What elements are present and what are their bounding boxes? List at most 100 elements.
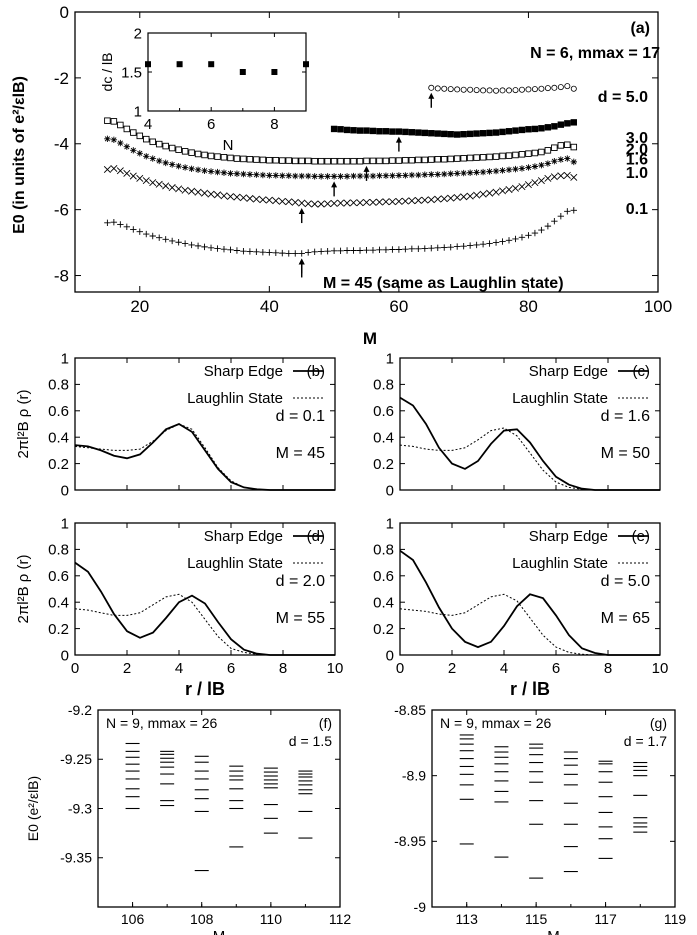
- data-point: [213, 191, 222, 199]
- data-point: [285, 157, 293, 164]
- panel-c: 0 0.2 0.4 0.6 0.8 1 Sharp Edge Laughlin State (c…: [373, 350, 661, 499]
- data-point: [181, 240, 189, 247]
- x-tick-label: 0: [71, 660, 79, 677]
- data-point: [486, 129, 493, 137]
- y-tick-label: 1: [61, 515, 69, 532]
- data-point: [570, 85, 577, 92]
- data-point: [453, 170, 461, 177]
- inset-point: [303, 61, 309, 68]
- data-point: [511, 184, 520, 192]
- data-point: [453, 243, 461, 250]
- data-point: [434, 244, 441, 252]
- data-point: [551, 84, 558, 91]
- panel-label: (e): [632, 528, 650, 545]
- data-point: [259, 248, 267, 256]
- panel-label: (a): [630, 20, 650, 37]
- data-point: [551, 123, 558, 130]
- panel-c-frame: [399, 357, 661, 491]
- data-point: [175, 146, 182, 153]
- data-point: [434, 195, 442, 203]
- y-tick-label: 0.8: [373, 542, 394, 559]
- data-point: [564, 83, 571, 90]
- data-point: [544, 85, 551, 92]
- y-axis-label: E0 (e²/εlB): [25, 776, 41, 841]
- d-label: d = 0.1: [276, 408, 325, 425]
- d-label: d = 2.0: [276, 573, 325, 590]
- data-point: [505, 152, 513, 159]
- data-point: [505, 186, 513, 194]
- x-tick-label: 2: [123, 660, 131, 677]
- data-point: [259, 171, 267, 179]
- x-tick-label: 112: [329, 911, 352, 927]
- data-point: [214, 153, 221, 160]
- data-point: [531, 163, 539, 170]
- y-tick-label: 1: [134, 103, 142, 120]
- data-point: [136, 174, 144, 182]
- data-point: [156, 234, 163, 241]
- data-point: [499, 167, 506, 174]
- data-point: [518, 234, 526, 241]
- data-point: [531, 149, 539, 157]
- data-point: [499, 87, 506, 94]
- data-point: [168, 144, 176, 152]
- data-point: [311, 173, 318, 180]
- x-tick-label: 8: [270, 116, 278, 133]
- data-point: [298, 157, 305, 165]
- data-point: [525, 232, 532, 239]
- data-point: [253, 248, 260, 256]
- data-point: [194, 150, 202, 158]
- x-tick-label: 80: [519, 297, 538, 316]
- y-tick-label: -8.9: [402, 768, 426, 784]
- y-tick-label: 0: [60, 3, 69, 22]
- y-tick-label: 2: [134, 25, 142, 42]
- data-point: [305, 249, 312, 256]
- data-point: [175, 239, 182, 246]
- data-point: [220, 192, 228, 200]
- data-point: [110, 118, 118, 125]
- data-point: [123, 143, 131, 150]
- y-tick-label: 0.4: [48, 594, 69, 611]
- data-point: [149, 155, 156, 162]
- data-point: [550, 173, 558, 181]
- data-point: [362, 198, 371, 206]
- data-point: [551, 217, 558, 225]
- data-point: [466, 154, 474, 162]
- laughlin-curve: [74, 423, 335, 491]
- data-point: [162, 142, 169, 150]
- data-point: [324, 247, 331, 255]
- d-label: d = 1.6: [601, 408, 650, 425]
- y-tick-label: 0.2: [48, 621, 69, 638]
- panel-label: (f): [319, 715, 332, 731]
- data-point: [434, 85, 441, 92]
- data-point: [311, 248, 318, 256]
- data-point: [428, 130, 435, 137]
- data-point: [149, 179, 157, 187]
- series: [330, 119, 577, 152]
- data-point: [220, 245, 228, 253]
- data-point: [525, 86, 532, 93]
- y-tick-label: 0.2: [373, 621, 394, 638]
- y-tick-label: 0.6: [373, 403, 394, 420]
- data-point: [324, 200, 332, 208]
- data-point: [466, 192, 474, 200]
- inset-point: [239, 69, 246, 75]
- x-tick-label: 10: [652, 660, 669, 677]
- panel-e: 0 2 4 6 8 10 0 0.2 0.4 0.6 0.8 1 Sharp Edge Laughlin …: [373, 515, 668, 699]
- data-point: [130, 226, 137, 233]
- data-point: [123, 223, 131, 230]
- y-tick-label: 0.6: [48, 403, 69, 420]
- data-point: [492, 129, 500, 136]
- data-point: [278, 197, 286, 205]
- data-point: [143, 153, 150, 160]
- data-point: [220, 154, 228, 161]
- data-point: [175, 185, 183, 193]
- series-label: 0.1: [626, 201, 648, 218]
- data-point: [486, 168, 493, 175]
- data-point: [570, 173, 578, 181]
- data-point: [382, 128, 390, 135]
- data-point: [201, 151, 208, 159]
- y-tick-label: 0: [386, 647, 394, 664]
- y-tick-label: 0.4: [48, 429, 69, 446]
- data-point: [460, 243, 467, 250]
- data-point: [363, 246, 370, 254]
